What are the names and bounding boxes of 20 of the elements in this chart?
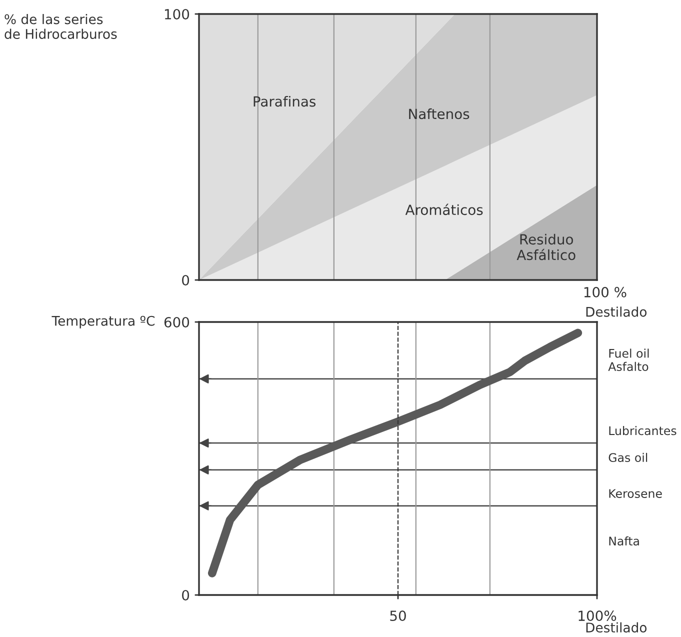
y-tick-label: 0: [182, 274, 190, 286]
y-axis-title: % de las series de Hidrocarburos: [4, 14, 117, 39]
x-axis-title: Destilado: [586, 306, 647, 317]
text: Nafta: [609, 536, 639, 546]
series-label: Parafinas: [254, 96, 316, 107]
x-tick-label: 100%: [578, 610, 616, 622]
ref-line-label: Lubricantes: [609, 426, 676, 436]
ref-line-label: Kerosene: [609, 489, 662, 498]
y-tick-label: 100: [164, 8, 190, 20]
x-tick-label: 50: [390, 610, 406, 622]
series-label: Naftenos: [409, 108, 470, 120]
x-axis-title: Destilado: [586, 622, 647, 633]
text: 100 %: [584, 286, 626, 298]
y-tick-label: 600: [164, 316, 190, 328]
series-label: Residuo Asfáltico: [516, 234, 576, 260]
y-tick-label: 0: [182, 590, 190, 600]
y-axis-title: Temperatura ºC: [52, 316, 155, 328]
ref-line-label: Fuel oil Asfalto: [608, 348, 649, 372]
series-label: Aromáticos: [405, 204, 483, 216]
ref-line-label: Gas oil: [608, 452, 648, 462]
